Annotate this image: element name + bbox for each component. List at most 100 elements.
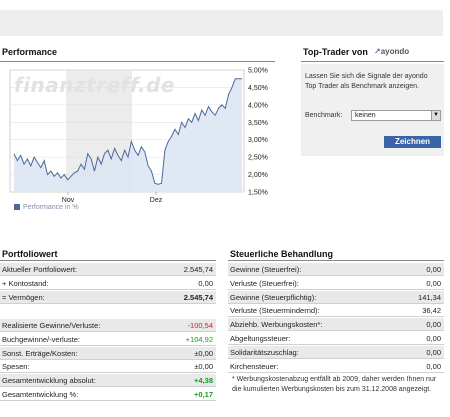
y-tick-label: 1,50%: [248, 190, 268, 197]
row-separator: [228, 288, 444, 290]
row-value: ±0,00: [194, 362, 213, 372]
row-separator: [0, 302, 216, 304]
row-value: +104,92: [185, 334, 213, 344]
series-area: [14, 78, 242, 192]
x-tick-label: Dez: [150, 197, 163, 204]
table-row: Solidaritätszuschlag: 0,00: [228, 345, 444, 359]
ayondo-logo: ↗ayondo: [374, 47, 409, 56]
chart-legend: Performance in %: [14, 204, 79, 211]
row-value: 36,42: [422, 306, 441, 316]
row-separator: [228, 302, 444, 304]
y-tick-label: 3,00%: [248, 137, 268, 144]
row-label: Kirchensteuer:: [230, 361, 279, 371]
row-label: Aktueller Portfoliowert:: [2, 265, 78, 274]
row-label: Verluste (Steuerfrei):: [230, 278, 299, 288]
legend-label: Performance in %: [23, 204, 79, 211]
y-tick-label: 4,50%: [248, 85, 268, 92]
row-value: 0,00: [426, 361, 441, 371]
row-label: Gewinne (Steuerpflichtig):: [230, 292, 317, 302]
table-row: Gewinne (Steuerpflichtig): 141,34: [228, 290, 444, 304]
chevron-down-icon[interactable]: ▼: [431, 111, 440, 120]
row-value: 141,34: [418, 292, 441, 302]
table-row: Kirchensteuer: 0,00: [228, 360, 444, 373]
row-separator: [228, 357, 444, 359]
row-label: Realisierte Gewinne/Verluste:: [2, 321, 101, 330]
y-tick-label: 2,00%: [248, 172, 268, 179]
row-separator: [228, 330, 444, 332]
row-separator: [0, 400, 216, 401]
y-tick-label: 2,50%: [248, 155, 268, 162]
performance-divider: [0, 61, 275, 62]
y-tick-label: 4,00%: [248, 102, 268, 109]
top-trader-divider: [301, 61, 444, 62]
row-label: Solidaritätszuschlag:: [230, 347, 299, 357]
table-row: Abziehb. Werbungskosten*: 0,00: [228, 318, 444, 332]
row-separator: [0, 331, 216, 332]
row-value: +4,38: [194, 376, 213, 386]
tax-footnote: * Werbungskostenabzug entfällt ab 2009, …: [232, 376, 437, 393]
draw-button[interactable]: Zeichnen: [384, 136, 441, 148]
top-trader-description: Lassen Sie sich die Signale der ayondo T…: [305, 73, 428, 90]
row-label: Spesen:: [2, 362, 30, 372]
row-separator: [228, 275, 444, 276]
row-label: Sonst. Erträge/Kosten:: [2, 348, 78, 358]
watermark-logo: finanztreff.de: [14, 73, 175, 97]
table-row: Aktueller Portfoliowert: 2.545,74: [0, 263, 216, 276]
row-value: 2.545,74: [183, 265, 213, 274]
row-value: 0,00: [426, 278, 441, 288]
performance-chart: 5,00% 4,50% 4,00% 3,50% 3,00% 2,50% 2,00% 1,50%…: [0, 64, 275, 224]
y-tick-label: 5,00%: [248, 68, 268, 75]
performance-title: Performance: [2, 47, 58, 57]
row-separator: [228, 371, 444, 373]
tax-title: Steuerliche Behandlung: [230, 249, 334, 259]
row-separator: [0, 372, 216, 374]
benchmark-select-value: keinen: [355, 112, 376, 119]
row-separator: [0, 358, 216, 360]
row-value: -100,54: [187, 321, 213, 330]
row-value: 0,00: [198, 278, 213, 288]
table-row: Gesamtentwicklung %: +0,17: [0, 388, 216, 401]
top-bar: [0, 10, 443, 36]
y-tick-label: 3,50%: [248, 120, 268, 127]
table-row: + Kontostand: 0,00: [0, 277, 216, 290]
row-separator: [228, 344, 444, 345]
row-label: + Kontostand:: [2, 278, 49, 288]
row-separator: [0, 386, 216, 388]
performance-chart-svg: 5,00% 4,50% 4,00% 3,50% 3,00% 2,50% 2,00% 1,50%…: [9, 68, 268, 204]
ayondo-swoosh-icon: ↗: [374, 47, 381, 56]
row-label: Gesamtentwicklung %:: [2, 390, 79, 399]
row-separator: [0, 275, 216, 276]
row-value: 0,00: [426, 347, 441, 357]
row-separator: [0, 288, 216, 290]
table-row: Verluste (Steuerfrei): 0,00: [228, 277, 444, 290]
row-value: +0,17: [194, 390, 213, 399]
row-label: Buchgewinne/-verluste:: [2, 334, 80, 344]
row-value: ±0,00: [194, 348, 213, 358]
table-row: Buchgewinne/-verluste: +104,92: [0, 333, 216, 346]
row-label: Abgeltungssteuer:: [230, 334, 291, 343]
tax-divider: [228, 260, 444, 261]
row-label: = Vermögen:: [2, 292, 45, 302]
table-row: Sonst. Erträge/Kosten: ±0,00: [0, 346, 216, 360]
x-tick-label: Nov: [62, 197, 75, 204]
benchmark-label: Benchmark:: [305, 112, 343, 119]
row-separator: [228, 316, 444, 318]
table-row: Spesen: ±0,00: [0, 360, 216, 374]
table-row: Gewinne (Steuerfrei): 0,00: [228, 263, 444, 276]
series-line: [13, 78, 242, 185]
table-row: Gesamtentwicklung absolut: +4,38: [0, 374, 216, 388]
table-row: Verluste (Steuermindernd): 36,42: [228, 304, 444, 318]
row-value: 2.545,74: [183, 292, 213, 302]
row-value: 0,00: [426, 265, 441, 274]
portfolio-divider: [0, 260, 216, 261]
row-label: Gewinne (Steuerfrei):: [230, 265, 302, 274]
portfolio-title: Portfoliowert: [2, 249, 58, 259]
table-row: = Vermögen: 2.545,74: [0, 290, 216, 304]
row-value: 0,00: [426, 334, 441, 343]
top-trader-title: Top-Trader von: [303, 47, 368, 57]
row-label: Abziehb. Werbungskosten*:: [230, 320, 323, 330]
ayondo-logo-text: ayondo: [380, 47, 410, 56]
benchmark-select[interactable]: keinen ▼: [351, 110, 441, 121]
row-value: 0,00: [426, 320, 441, 330]
row-label: Gesamtentwicklung absolut:: [2, 376, 96, 386]
